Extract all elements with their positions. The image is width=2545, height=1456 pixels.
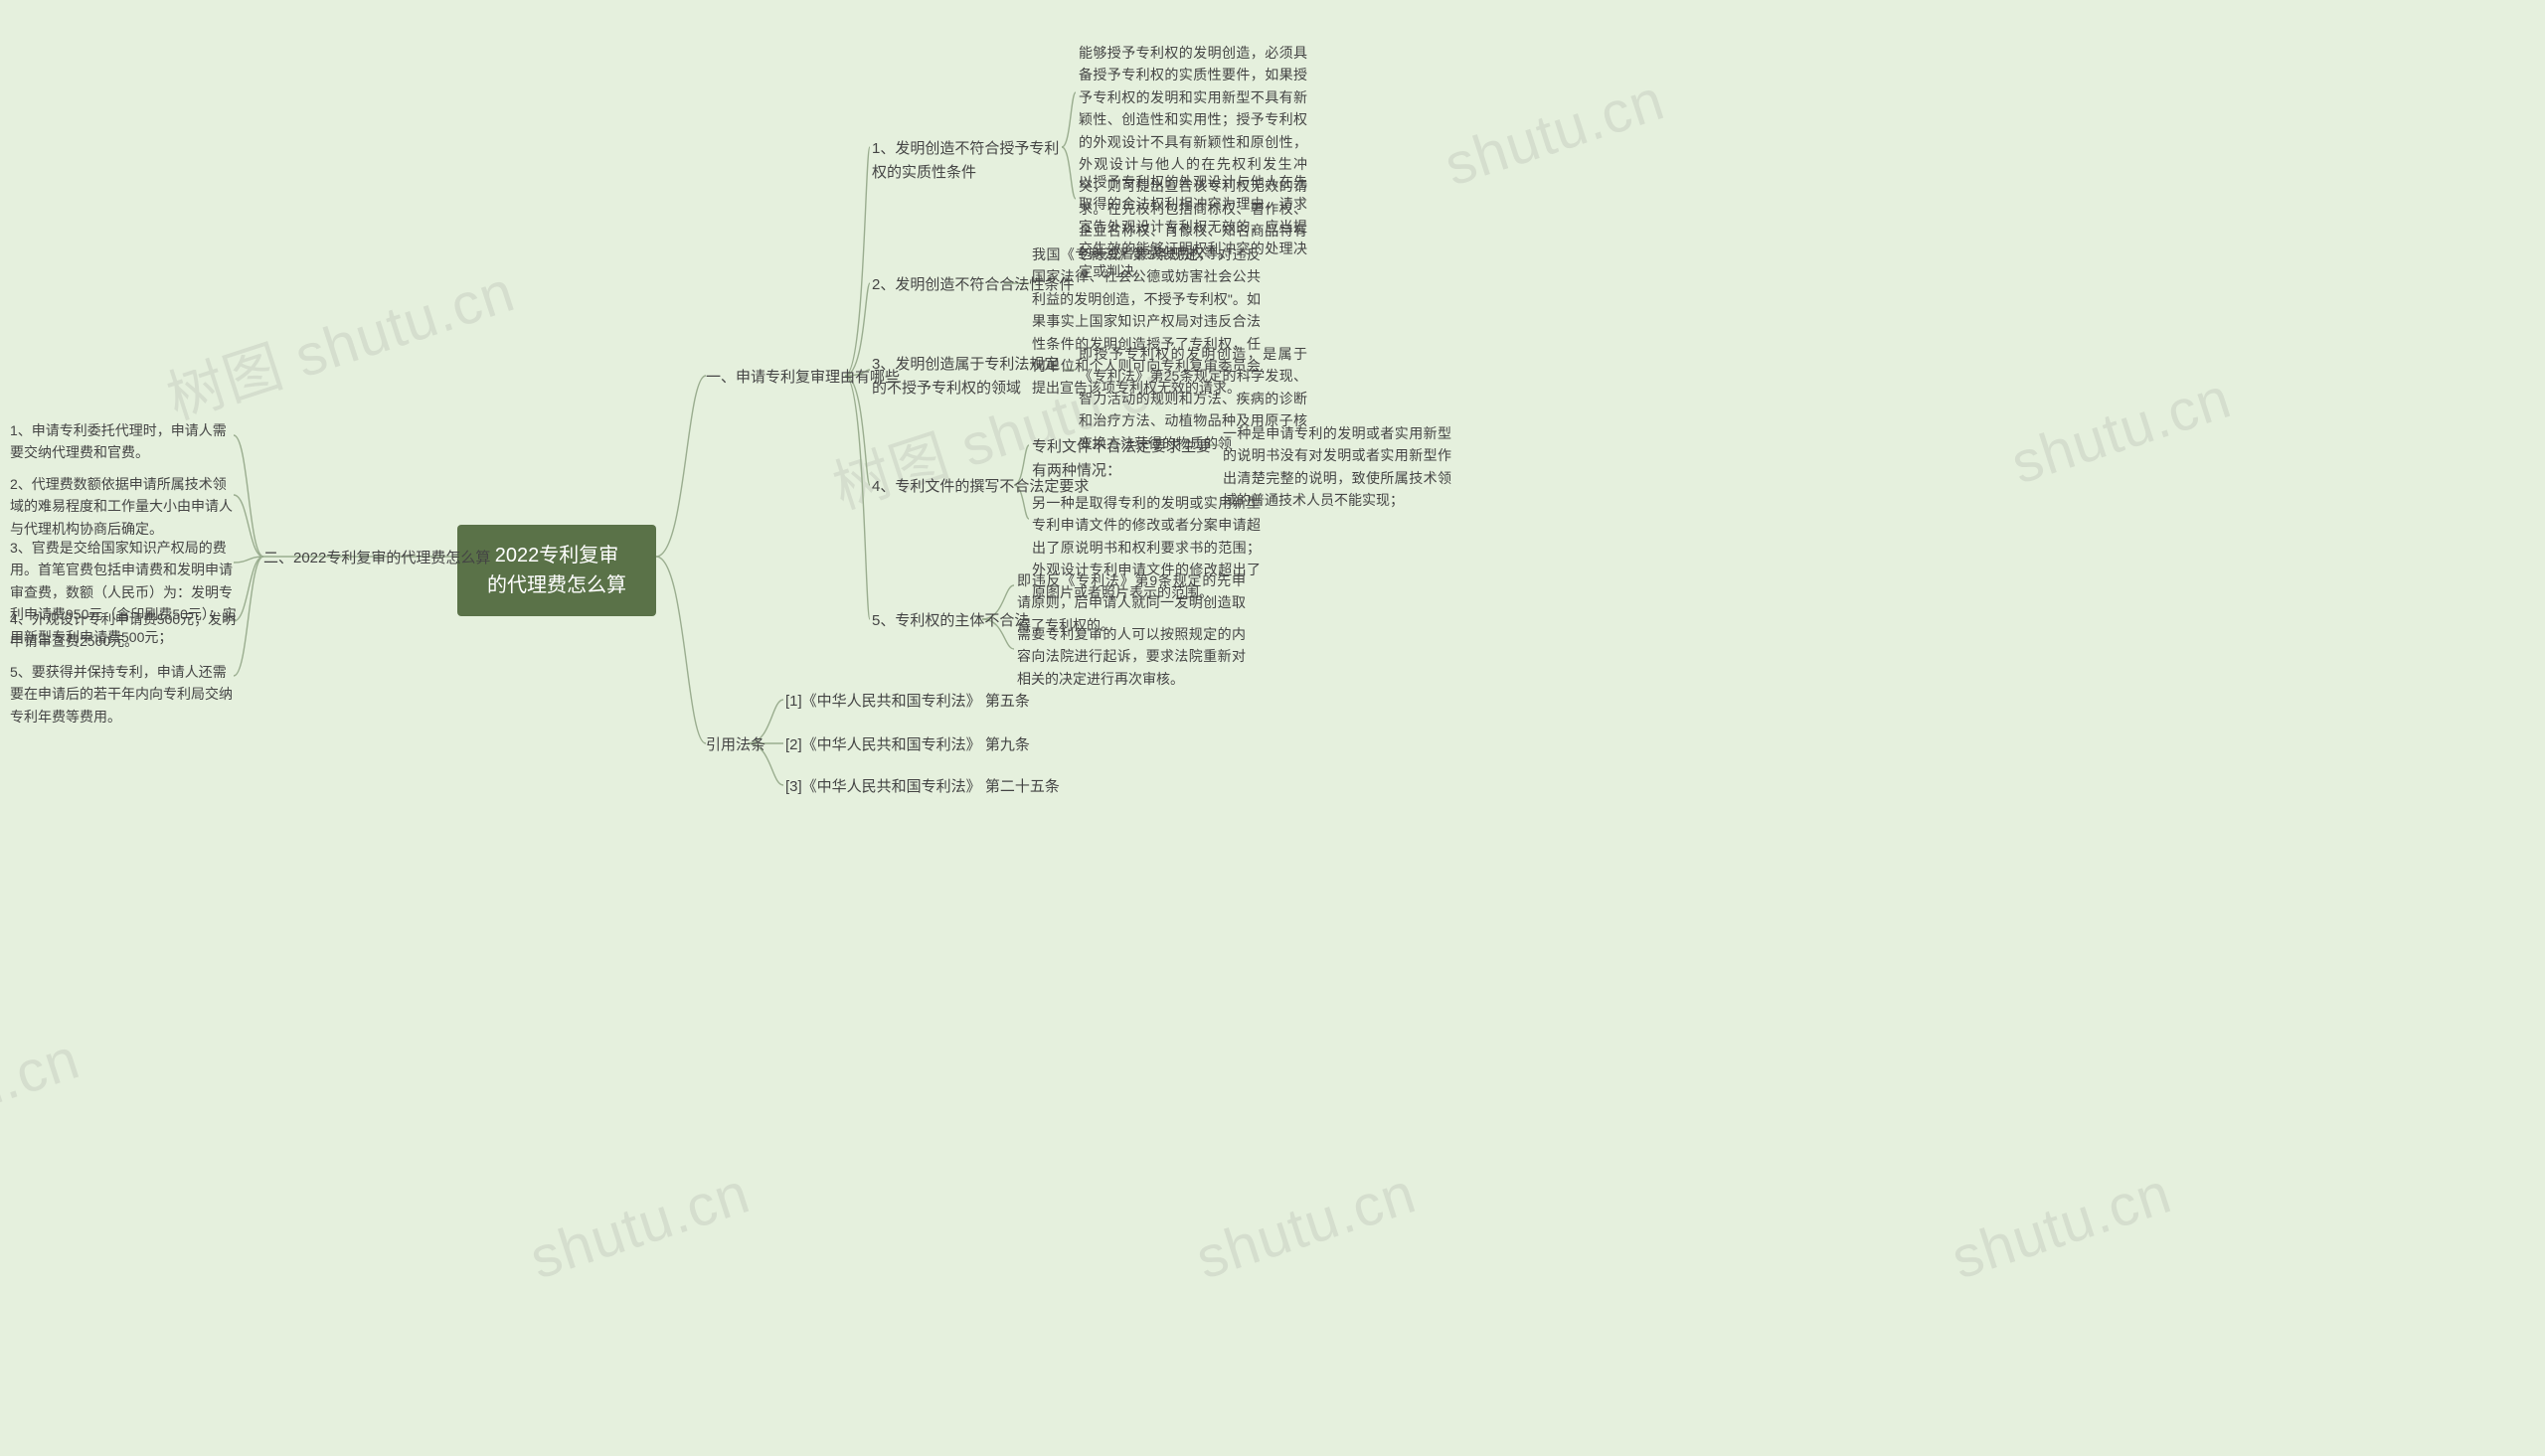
root-node: 2022专利复审的代理费怎么算 xyxy=(457,525,656,616)
watermark: 树图 shutu.cn xyxy=(155,244,524,435)
branch-reason-3: 3、发明创造属于专利法规定的不授予专利权的领域 xyxy=(872,353,1066,401)
watermark: shutu.cn xyxy=(522,1160,758,1293)
watermark: shutu.cn xyxy=(1944,1160,2179,1293)
branch-reason-5: 5、专利权的主体不合法 xyxy=(872,609,1029,633)
leaf-fee-2: 2、代理费数额依据申请所属技术领域的难易程度和工作量大小由申请人与代理机构协商后… xyxy=(10,473,239,540)
branch-apply-reasons: 一、申请专利复审理由有哪些 xyxy=(706,366,900,390)
watermark: shutu.cn xyxy=(1188,1160,1424,1293)
watermark: tu.cn xyxy=(0,1025,87,1128)
leaf-fee-4: 4、外观设计专利申请费500元；发明申请审查费2500元。 xyxy=(10,608,239,653)
watermark: shutu.cn xyxy=(2003,365,2239,498)
leaf-reason-4-a: 专利文件不合法定要求主要有两种情况： xyxy=(1032,435,1211,483)
branch-references: 引用法条 xyxy=(706,733,765,757)
ref-2: [2]《中华人民共和国专利法》 第九条 xyxy=(785,733,1030,757)
leaf-fee-1: 1、申请专利委托代理时，申请人需要交纳代理费和官费。 xyxy=(10,419,239,464)
leaf-reason-5-b: 需要专利复审的人可以按照规定的内容向法院进行起诉，要求法院重新对相关的决定进行再… xyxy=(1017,623,1246,690)
ref-3: [3]《中华人民共和国专利法》 第二十五条 xyxy=(785,775,1060,799)
leaf-fee-5: 5、要获得并保持专利，申请人还需要在申请后的若干年内向专利局交纳专利年费等费用。 xyxy=(10,661,239,728)
branch-reason-1: 1、发明创造不符合授予专利权的实质性条件 xyxy=(872,137,1061,185)
watermark: shutu.cn xyxy=(1437,67,1672,200)
branch-fees: 二、2022专利复审的代理费怎么算 xyxy=(263,547,490,570)
ref-1: [1]《中华人民共和国专利法》 第五条 xyxy=(785,690,1030,714)
